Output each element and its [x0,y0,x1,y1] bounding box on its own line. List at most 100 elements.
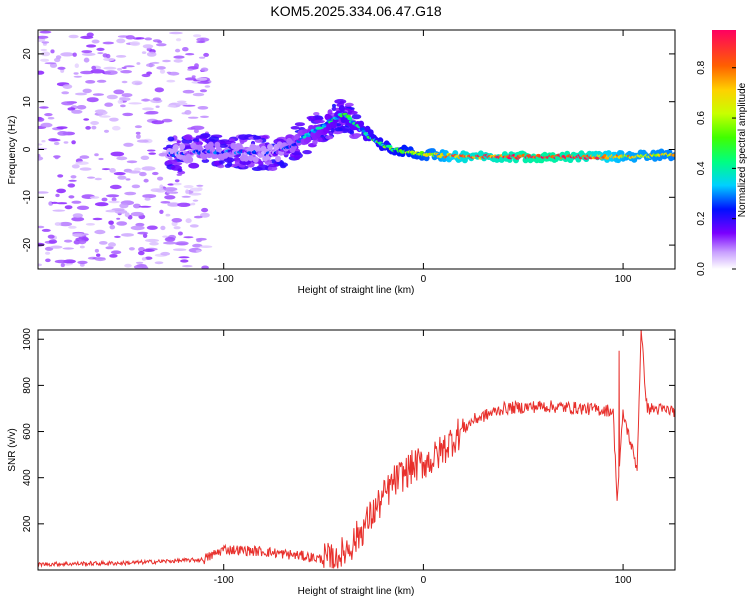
spectrogram-cell [68,179,77,182]
spectrogram-cell [67,183,76,188]
spectrogram-cell [191,202,196,206]
spectrogram-cell [109,117,119,122]
spectrogram-cell [344,102,354,107]
spectrogram-cell [62,247,75,250]
spectrogram-cell [62,84,73,89]
spectrogram-cell [257,164,269,171]
spectrogram-cell [82,88,92,94]
spectrogram-cell [267,143,273,151]
spectrogram-cell [187,116,199,119]
spectrogram-cell [196,238,202,243]
spectrogram-cell [64,239,73,243]
spectrogram-cell [176,173,183,176]
spectrogram-cell [275,155,281,163]
spectrogram-cell [108,200,120,204]
spectrogram-cell [38,117,45,122]
spectrogram-cell [218,143,228,148]
spectrogram-cell [313,112,320,116]
spectrogram-cell [128,170,141,174]
spectrogram-cell [73,72,79,75]
spectrogram-cell [64,205,73,210]
spectrogram-cell [122,112,134,117]
colorbar: 0.0 0.2 0.4 0.6 0.8 Normalized spectral ampl… [696,30,748,276]
spectrogram-cell [161,118,173,123]
spectrogram-cell [334,127,343,132]
spectrogram-cell [103,66,117,70]
spectrogram-cell [57,66,66,70]
spectrogram-cell [219,160,225,165]
spectrogram-cell [175,102,188,106]
spectrogram-cell [104,102,114,107]
spectrogram-cell [183,185,194,189]
spectrogram-cell [39,30,52,34]
spectrogram-cell [330,122,337,129]
spectrogram-cell [53,141,60,146]
spectrogram-cell [353,133,361,139]
spectrogram-cell [146,51,157,57]
snr-frame [37,329,676,571]
x-tick-label: 0 [421,575,427,586]
spectrogram-cell [60,52,74,57]
spectrogram-cell [175,241,189,246]
spectrogram-cell [327,109,333,116]
spectrogram-cell [201,265,209,269]
spectrogram-cell [113,89,125,95]
spectrogram-cell [170,165,182,171]
spectrogram-cell [71,164,80,169]
spectrogram-cell [149,241,159,246]
spectrogram-cell [116,221,128,226]
snr-series-line [38,330,675,569]
colorbar-tick-label: 0.6 [696,111,707,125]
spectrogram-cell [160,251,171,256]
spectrogram-cell [110,151,125,157]
y-tick-label: 1000 [22,328,33,351]
colorbar-tick-label: 0.4 [696,161,707,175]
spectrogram-cell [44,113,53,117]
spectrogram-cell [166,190,175,194]
spectrogram-cell [128,102,142,105]
y-tick-label: 200 [22,515,33,532]
spectrogram-cell [38,143,43,146]
spectrogram-cell [167,104,177,108]
spectrogram-cell [185,189,190,195]
spectrogram-cell [332,103,336,108]
spectrogram-cell [137,231,149,235]
spectrogram-cell [182,47,189,52]
spectrogram-cell [111,197,117,202]
spectrogram-cell [346,110,358,115]
spectrogram-cell [38,70,45,75]
spectrogram-cell [114,235,121,238]
spectrogram-cell [71,140,76,145]
spectrogram-cell [159,209,164,214]
spectrogram-cell [154,87,164,93]
spectrogram-cell [249,143,256,150]
spectrogram-cell [72,232,85,237]
spectrogram-cell [121,233,134,237]
spectrogram-cell [182,104,196,107]
spectrogram-cell [134,125,142,129]
spectrogram-cell [81,52,96,57]
spectrogram-cell [41,140,46,143]
spectrogram-cell [141,51,147,54]
y-tick-label: -10 [22,190,33,205]
spectrogram-cell [90,121,99,125]
spectrogram-cell [92,217,103,221]
spectrogram-cell [166,236,171,241]
spectrogram-cell [110,250,122,255]
spectrogram-cell [135,131,141,135]
y-tick-label: 800 [22,377,33,394]
spectrogram-cell [193,34,202,38]
spectrogram-cell [155,105,160,108]
spectrogram-cell [142,233,148,238]
spectrogram-cell [56,188,66,194]
spectrogram-cell [172,182,182,186]
spectrogram-cell [146,63,155,68]
spectrogram-cell [192,199,199,202]
spectrogram-cell [141,257,147,261]
spectrogram-cell [671,153,675,157]
spectrogram-cell [141,265,149,269]
y-tick-label: 10 [22,96,33,108]
spectrogram-cell [177,231,183,236]
spectrogram-cell [135,261,144,264]
spectrogram-cell [163,241,177,245]
